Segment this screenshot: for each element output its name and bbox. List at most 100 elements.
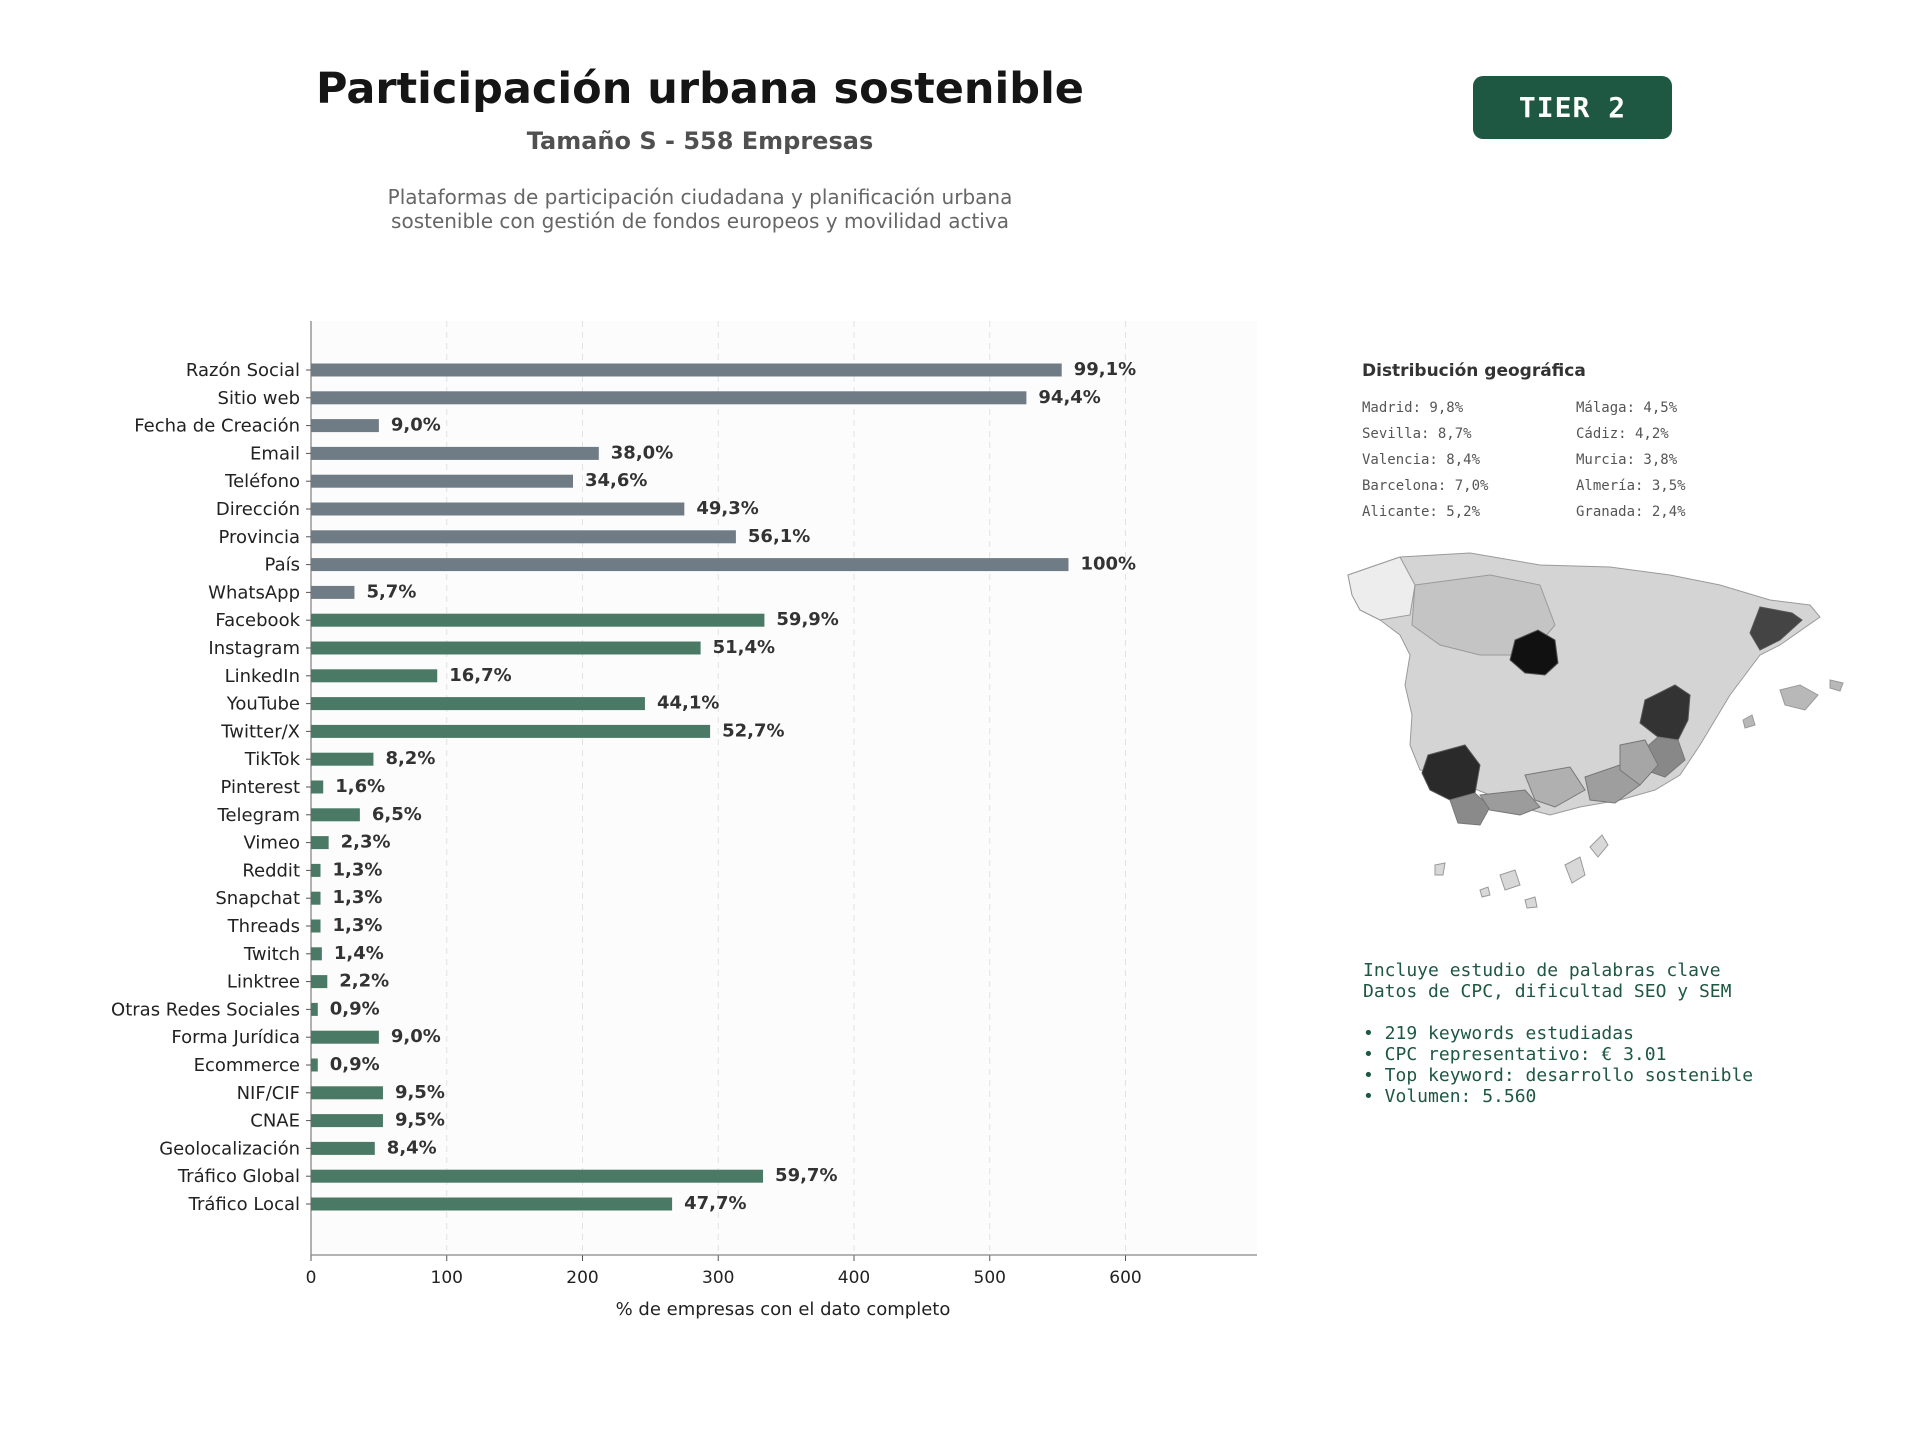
x-tick-label: 300	[702, 1268, 734, 1288]
bar	[311, 1002, 318, 1016]
category-label: Vimeo	[243, 833, 300, 854]
keyword-line-1: Incluye estudio de palabras clave	[1363, 960, 1721, 981]
bar	[311, 919, 321, 933]
bar	[311, 1169, 764, 1183]
bar-value-label: 51,4%	[713, 637, 775, 658]
bar	[311, 780, 324, 794]
bar	[311, 502, 685, 516]
bar	[311, 419, 379, 433]
bar	[311, 1086, 383, 1100]
bar-value-label: 9,5%	[395, 1110, 445, 1131]
category-label: Forma Jurídica	[171, 1027, 300, 1048]
geo-item-sevilla: Sevilla: 8,7%	[1362, 426, 1472, 442]
page-subtitle: Tamaño S - 558 Empresas	[526, 127, 874, 155]
bar	[311, 446, 599, 460]
bar-value-label: 9,0%	[391, 1026, 441, 1047]
bar	[311, 530, 736, 544]
bar	[311, 808, 360, 822]
bar-value-label: 16,7%	[449, 665, 511, 686]
category-label: Teléfono	[224, 471, 300, 492]
bar-value-label: 6,5%	[372, 804, 422, 825]
bar-value-label: 0,9%	[330, 1054, 380, 1075]
plot-area	[311, 321, 1257, 1255]
category-label: YouTube	[226, 694, 300, 715]
bar-value-label: 38,0%	[611, 442, 673, 463]
description: Plataformas de participación ciudadana y…	[240, 185, 1160, 233]
map-murcia	[1619, 739, 1659, 786]
category-label: Pinterest	[220, 777, 300, 798]
x-axis-label: % de empresas con el dato completo	[616, 1299, 951, 1320]
map-granada	[1524, 766, 1586, 808]
bar	[311, 697, 645, 711]
description-line-1: Plataformas de participación ciudadana y…	[387, 185, 1013, 209]
bar	[311, 975, 328, 989]
category-label: Reddit	[242, 860, 300, 881]
category-label: TikTok	[244, 749, 301, 770]
x-tick-label: 200	[566, 1268, 598, 1288]
bar-value-label: 44,1%	[657, 693, 719, 714]
x-tick-label: 500	[974, 1268, 1006, 1288]
category-label: Twitch	[243, 944, 300, 965]
bar-value-label: 0,9%	[330, 998, 380, 1019]
geo-item-murcia: Murcia: 3,8%	[1576, 452, 1678, 468]
category-label: LinkedIn	[225, 666, 300, 687]
bar-value-label: 8,4%	[387, 1137, 437, 1158]
geo-list: Madrid: 9,8% Málaga: 4,5% Sevilla: 8,7% …	[1362, 399, 1792, 522]
keyword-bullet-2: • CPC representativo: € 3.01	[1363, 1044, 1667, 1065]
category-label: Razón Social	[186, 360, 300, 381]
category-label: Provincia	[218, 527, 300, 548]
bar-value-label: 5,7%	[366, 581, 416, 602]
bar-value-label: 2,3%	[341, 832, 391, 853]
category-label: Email	[250, 443, 300, 464]
bar-value-label: 1,3%	[333, 915, 383, 936]
category-label: Fecha de Creación	[134, 416, 300, 437]
bar-value-label: 9,5%	[395, 1082, 445, 1103]
category-label: NIF/CIF	[237, 1083, 300, 1104]
category-label: Geolocalización	[159, 1138, 300, 1159]
bar-value-label: 59,9%	[776, 609, 838, 630]
category-label: Telegram	[217, 805, 300, 826]
map-barcelona	[1749, 606, 1803, 651]
category-label: Tráfico Global	[177, 1166, 300, 1187]
bar	[311, 641, 701, 655]
geo-item-madrid: Madrid: 9,8%	[1362, 400, 1464, 416]
bar	[311, 752, 374, 766]
bar-value-label: 1,3%	[333, 887, 383, 908]
bar	[311, 1141, 375, 1155]
keyword-bullet-1: • 219 keywords estudiadas	[1363, 1023, 1634, 1044]
category-label: Linktree	[227, 972, 300, 993]
keyword-info: Incluye estudio de palabras clave Datos …	[1363, 960, 1753, 1107]
x-tick-label: 0	[306, 1268, 317, 1288]
category-label: WhatsApp	[208, 582, 300, 603]
category-label: País	[265, 555, 300, 576]
tier-badge: TIER 2	[1473, 76, 1672, 139]
bar-value-label: 1,6%	[335, 776, 385, 797]
geo-title: Distribución geográfica	[1362, 361, 1586, 381]
category-label: Facebook	[215, 610, 300, 631]
spain-map	[1347, 552, 1844, 909]
map-madrid	[1509, 629, 1559, 676]
bar	[311, 1030, 379, 1044]
bar-value-label: 1,4%	[334, 943, 384, 964]
geo-item-alicante: Alicante: 5,2%	[1362, 504, 1481, 520]
map-malaga	[1479, 789, 1541, 816]
bar	[311, 836, 329, 850]
keyword-bullet-4: • Volumen: 5.560	[1363, 1086, 1537, 1107]
description-line-2: sostenible con gestión de fondos europeo…	[391, 209, 1009, 233]
map-valencia	[1639, 684, 1691, 741]
map-galicia	[1347, 556, 1416, 621]
bar-value-label: 59,7%	[775, 1165, 837, 1186]
bar-value-label: 1,3%	[333, 859, 383, 880]
category-label: Twitter/X	[220, 721, 300, 742]
bar-value-label: 56,1%	[748, 526, 810, 547]
geo-item-valencia: Valencia: 8,4%	[1362, 452, 1481, 468]
bar-value-label: 100%	[1080, 554, 1136, 575]
category-label: Instagram	[208, 638, 300, 659]
bar	[311, 947, 322, 961]
bar	[311, 1197, 673, 1211]
map-canarias	[1434, 834, 1609, 909]
map-baleares	[1742, 679, 1844, 729]
bar	[311, 724, 711, 738]
category-label: Tráfico Local	[188, 1194, 300, 1215]
